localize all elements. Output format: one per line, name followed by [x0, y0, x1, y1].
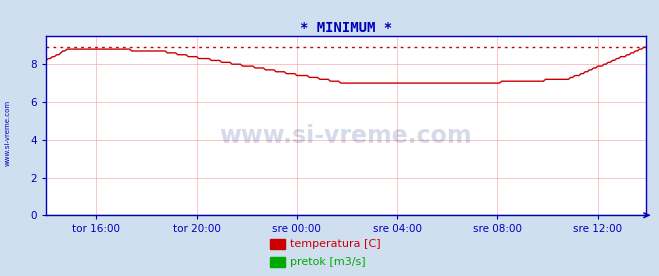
Text: www.si-vreme.com: www.si-vreme.com — [219, 124, 473, 148]
Text: temperatura [C]: temperatura [C] — [290, 239, 381, 249]
Title: * MINIMUM *: * MINIMUM * — [300, 21, 392, 35]
Text: www.si-vreme.com: www.si-vreme.com — [5, 99, 11, 166]
Text: pretok [m3/s]: pretok [m3/s] — [290, 257, 366, 267]
